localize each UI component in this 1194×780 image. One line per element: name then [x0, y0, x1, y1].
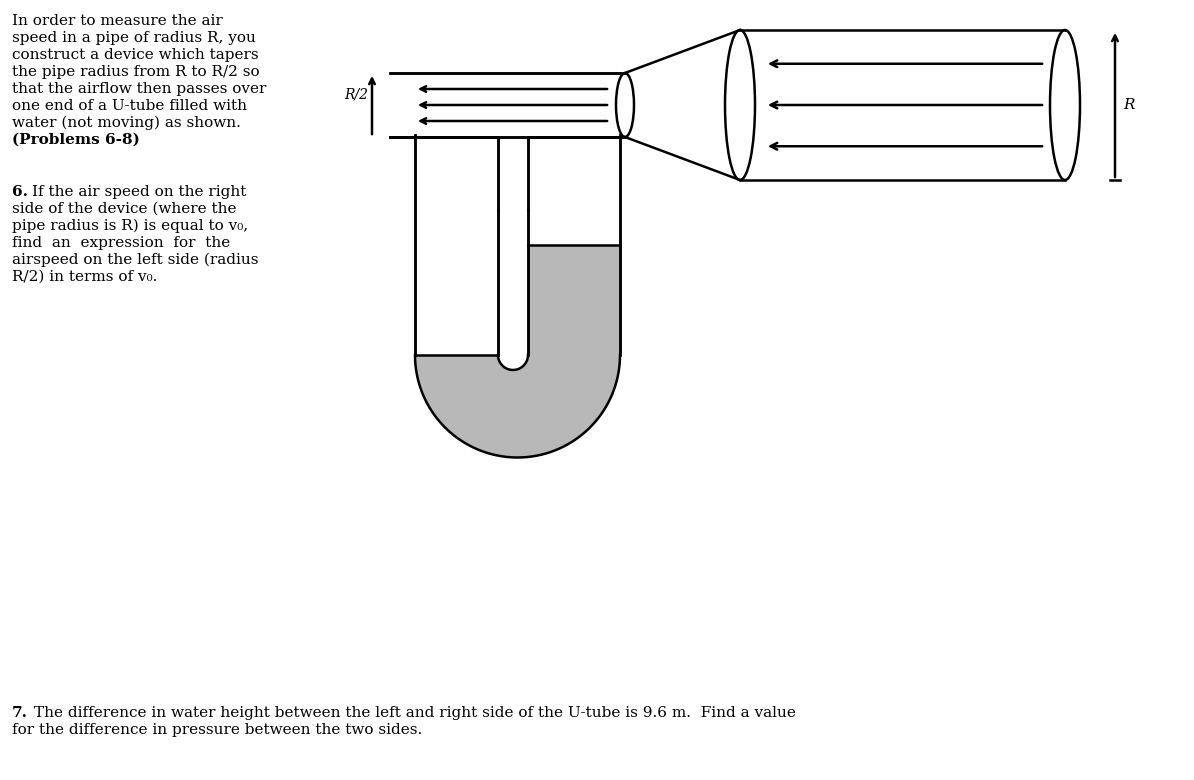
Text: R: R — [1124, 98, 1134, 112]
Text: water (not moving) as shown.: water (not moving) as shown. — [12, 116, 241, 130]
Text: airspeed on the left side (radius: airspeed on the left side (radius — [12, 253, 258, 268]
Text: pipe radius is R) is equal to v₀,: pipe radius is R) is equal to v₀, — [12, 219, 248, 233]
Text: R/2: R/2 — [344, 87, 368, 101]
Text: construct a device which tapers: construct a device which tapers — [12, 48, 259, 62]
Text: R/2) in terms of v₀.: R/2) in terms of v₀. — [12, 270, 158, 284]
Text: that the airflow then passes over: that the airflow then passes over — [12, 82, 266, 96]
Text: one end of a U-tube filled with: one end of a U-tube filled with — [12, 99, 247, 113]
Text: 6.: 6. — [12, 185, 27, 199]
Text: for the difference in pressure between the two sides.: for the difference in pressure between t… — [12, 723, 423, 737]
Polygon shape — [416, 355, 620, 458]
Text: side of the device (where the: side of the device (where the — [12, 202, 236, 216]
Text: find  an  expression  for  the: find an expression for the — [12, 236, 230, 250]
Text: speed in a pipe of radius R, you: speed in a pipe of radius R, you — [12, 31, 256, 45]
Text: the pipe radius from R to R/2 so: the pipe radius from R to R/2 so — [12, 65, 259, 79]
Text: If the air speed on the right: If the air speed on the right — [32, 185, 246, 199]
Text: (Problems 6-8): (Problems 6-8) — [12, 133, 140, 147]
Text: In order to measure the air: In order to measure the air — [12, 14, 223, 28]
Text: The difference in water height between the left and right side of the U-tube is : The difference in water height between t… — [33, 706, 796, 720]
Text: 7.: 7. — [12, 706, 27, 720]
Polygon shape — [528, 245, 620, 355]
